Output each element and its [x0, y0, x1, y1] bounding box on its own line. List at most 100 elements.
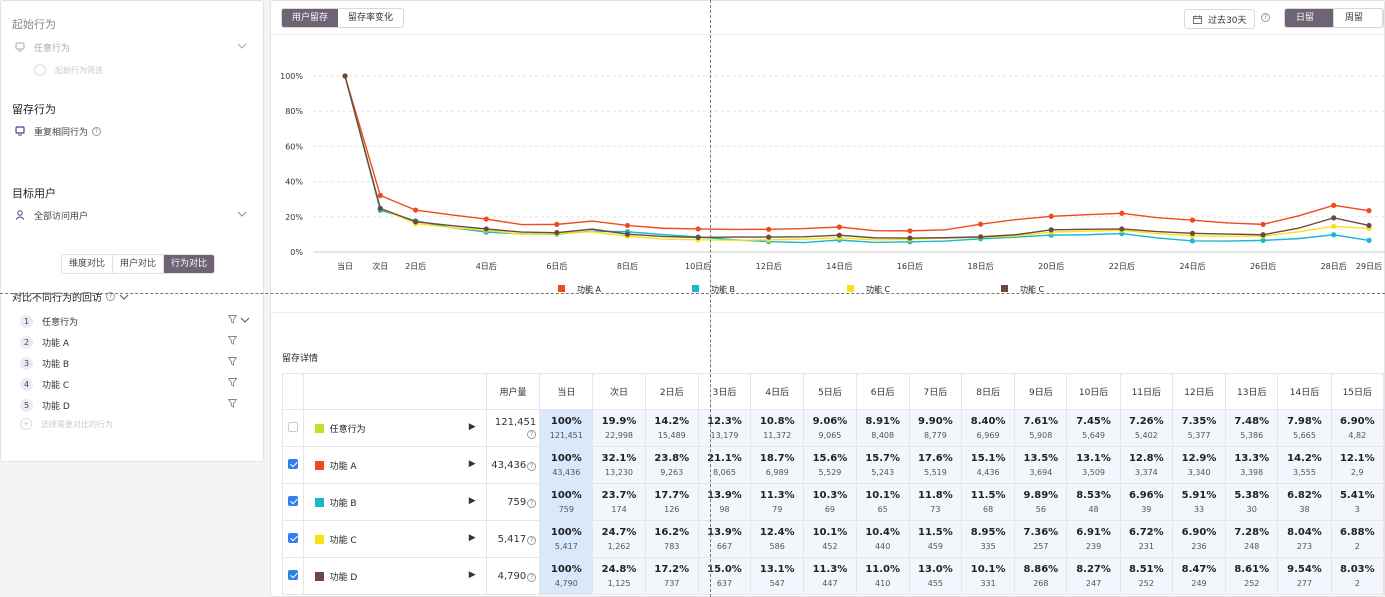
retention-cell[interactable]: 10.1% 331 [961, 557, 1016, 595]
retention-cell[interactable]: 100% 43,436 [539, 446, 594, 484]
row-checkbox[interactable] [287, 495, 298, 506]
add-behavior-button[interactable]: + 选择需要对比的行为 [20, 418, 113, 430]
retention-cell[interactable]: 6.96% 39 [1119, 483, 1173, 521]
retention-cell[interactable]: 12.4% 586 [750, 520, 805, 558]
behavior-item-5[interactable]: 5 功能 D [20, 397, 250, 413]
retention-cell[interactable]: 11.3% 447 [803, 557, 857, 595]
retention-cell[interactable]: 13.9% 667 [697, 520, 752, 558]
retention-cell[interactable]: 7.36% 257 [1014, 520, 1068, 558]
retention-cell[interactable]: 10.3% 69 [803, 483, 857, 521]
retention-cell[interactable]: 13.1% 547 [750, 557, 805, 595]
expand-play-icon[interactable]: ▶ [468, 458, 476, 469]
retention-cell[interactable]: 8.95% 335 [961, 520, 1016, 558]
retention-cell[interactable]: 12.9% 3,340 [1171, 446, 1227, 484]
retention-cell[interactable]: 32.1% 13,230 [592, 446, 646, 484]
retention-cell[interactable]: 23.8% 9,263 [644, 446, 699, 484]
retention-cell[interactable]: 23.7% 174 [592, 483, 646, 521]
filter-icon[interactable] [227, 336, 238, 348]
retention-cell[interactable]: 18.7% 6,989 [750, 446, 805, 484]
row-checkbox-cell[interactable] [282, 446, 304, 484]
retention-cell[interactable]: 11.3% 79 [750, 483, 805, 521]
compare-mode-behavior[interactable]: 行为对比 [164, 255, 215, 273]
help-icon[interactable]: ? [527, 572, 537, 582]
behavior-item-4[interactable]: 4 功能 C [20, 376, 250, 392]
help-icon[interactable]: ? [527, 430, 537, 439]
tab-retention-change[interactable]: 留存率变化 [338, 9, 404, 27]
tab-daily-retention[interactable]: 日留存 [1285, 9, 1334, 27]
retention-cell[interactable]: 13.9% 98 [697, 483, 752, 521]
retention-cell[interactable]: 8.51% 252 [1119, 557, 1173, 595]
retention-cell[interactable]: 7.28% 248 [1225, 520, 1279, 558]
retention-cell[interactable]: 9.06% 9,065 [803, 409, 857, 447]
retention-cell[interactable]: 15.6% 5,529 [803, 446, 857, 484]
behavior-item-2[interactable]: 2 功能 A [20, 334, 250, 350]
retention-cell[interactable]: 8.04% 273 [1277, 520, 1332, 558]
row-checkbox[interactable] [287, 532, 298, 543]
chevron-down-icon[interactable] [119, 294, 129, 300]
retention-cell[interactable]: 100% 5,417 [539, 520, 594, 558]
start-event-select[interactable]: 任意行为 [14, 39, 247, 55]
expand-play-icon[interactable]: ▶ [468, 495, 476, 506]
row-checkbox[interactable] [287, 569, 298, 580]
row-checkbox-cell[interactable] [282, 483, 304, 521]
retention-cell[interactable]: 8.91% 8,408 [855, 409, 910, 447]
retention-cell[interactable]: 7.26% 5,402 [1119, 409, 1173, 447]
retention-cell[interactable]: 100% 759 [539, 483, 594, 521]
retention-cell[interactable]: 9.90% 8,779 [908, 409, 963, 447]
row-checkbox[interactable] [287, 458, 298, 469]
retention-cell[interactable]: 17.2% 737 [644, 557, 699, 595]
retention-cell[interactable]: 6.88% 2 [1330, 520, 1385, 558]
expand-play-icon[interactable]: ▶ [468, 569, 476, 580]
retention-cell[interactable]: 10.1% 65 [855, 483, 910, 521]
retention-cell[interactable]: 7.45% 5,649 [1066, 409, 1121, 447]
expand-play-icon[interactable]: ▶ [468, 421, 476, 432]
retention-cell[interactable]: 8.40% 6,969 [961, 409, 1016, 447]
retention-cell[interactable]: 6.82% 38 [1277, 483, 1332, 521]
behavior-item-3[interactable]: 3 功能 B [20, 355, 250, 371]
help-icon[interactable]: ? [527, 461, 537, 471]
retention-cell[interactable]: 100% 121,451 [539, 409, 594, 447]
retention-cell[interactable]: 8.47% 249 [1171, 557, 1227, 595]
row-checkbox-cell[interactable] [282, 409, 304, 447]
retention-cell[interactable]: 9.54% 277 [1277, 557, 1332, 595]
retention-cell[interactable]: 8.86% 268 [1014, 557, 1068, 595]
retention-cell[interactable]: 100% 4,790 [539, 557, 594, 595]
help-icon[interactable]: ? [527, 498, 537, 508]
retention-cell[interactable]: 6.90% 236 [1171, 520, 1227, 558]
start-filter-add[interactable]: 起始行为筛选 [34, 64, 103, 76]
target-user-select[interactable]: 全部访问用户 [14, 207, 247, 223]
retention-cell[interactable]: 7.35% 5,377 [1171, 409, 1227, 447]
retention-cell[interactable]: 17.7% 126 [644, 483, 699, 521]
filter-icon[interactable] [227, 399, 238, 411]
retention-cell[interactable]: 13.3% 3,398 [1225, 446, 1279, 484]
retention-cell[interactable]: 14.2% 15,489 [644, 409, 699, 447]
retention-cell[interactable]: 10.8% 11,372 [750, 409, 805, 447]
row-checkbox-cell[interactable] [282, 557, 304, 595]
help-icon[interactable]: ? [1261, 13, 1270, 22]
retention-cell[interactable]: 13.1% 3,509 [1066, 446, 1121, 484]
chevron-down-icon[interactable] [238, 316, 250, 326]
retention-cell[interactable]: 14.2% 3,555 [1277, 446, 1332, 484]
retention-cell[interactable]: 19.9% 22,998 [592, 409, 646, 447]
filter-icon[interactable] [227, 315, 238, 327]
retention-cell[interactable]: 6.91% 239 [1066, 520, 1121, 558]
retention-cell[interactable]: 11.0% 410 [855, 557, 910, 595]
retention-cell[interactable]: 21.1% 8,065 [697, 446, 752, 484]
retention-cell[interactable]: 11.8% 73 [908, 483, 963, 521]
filter-icon[interactable] [227, 357, 238, 369]
retention-cell[interactable]: 7.98% 5,665 [1277, 409, 1332, 447]
retention-cell[interactable]: 11.5% 68 [961, 483, 1016, 521]
retention-cell[interactable]: 6.72% 231 [1119, 520, 1173, 558]
behavior-item-1[interactable]: 1 任意行为 [20, 313, 250, 329]
retention-cell[interactable]: 5.41% 3 [1330, 483, 1385, 521]
tab-user-retention[interactable]: 用户留存 [282, 9, 339, 27]
retention-cell[interactable]: 10.1% 452 [803, 520, 857, 558]
help-icon[interactable]: ? [106, 292, 115, 301]
retention-cell[interactable]: 12.1% 2,9 [1330, 446, 1385, 484]
help-icon[interactable]: ? [527, 535, 537, 545]
retention-cell[interactable]: 17.6% 5,519 [908, 446, 963, 484]
retention-cell[interactable]: 10.4% 440 [855, 520, 910, 558]
retention-cell[interactable]: 15.0% 637 [697, 557, 752, 595]
retention-cell[interactable]: 16.2% 783 [644, 520, 699, 558]
retention-cell[interactable]: 15.7% 5,243 [855, 446, 910, 484]
